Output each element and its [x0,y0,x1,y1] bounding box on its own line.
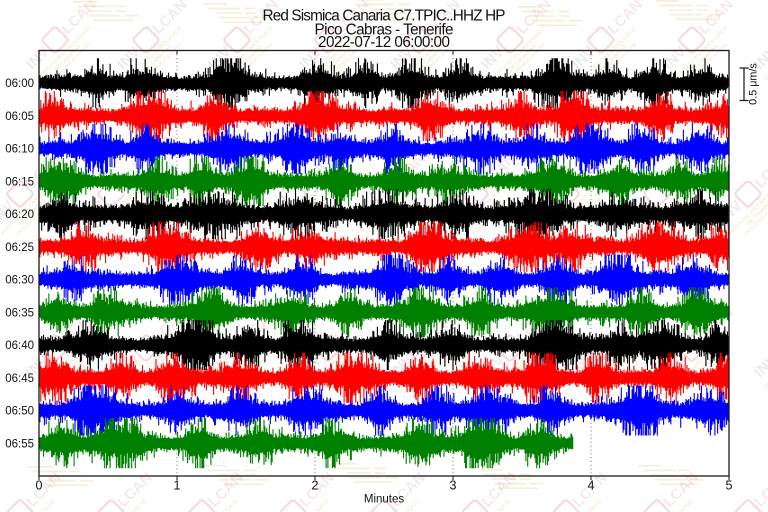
svg-text:06:30: 06:30 [5,275,34,287]
svg-text:06:40: 06:40 [5,340,34,352]
svg-text:3: 3 [450,479,457,493]
svg-text:06:50: 06:50 [5,406,34,418]
svg-text:06:20: 06:20 [5,209,34,221]
svg-text:06:25: 06:25 [5,242,34,254]
svg-text:Pico Cabras - Tenerife: Pico Cabras - Tenerife [315,21,454,38]
svg-text:06:00: 06:00 [5,78,34,90]
svg-text:0.5 μm/s: 0.5 μm/s [748,63,760,105]
svg-text:0: 0 [36,479,43,493]
svg-text:Minutes: Minutes [364,494,405,506]
svg-text:4: 4 [588,479,595,493]
svg-text:Red Sismica Canaria C7.TPIC..H: Red Sismica Canaria C7.TPIC..HHZ HP [263,7,506,24]
svg-text:06:15: 06:15 [5,176,34,188]
svg-text:06:05: 06:05 [5,111,34,123]
svg-text:5: 5 [726,479,733,493]
svg-text:2: 2 [312,479,319,493]
svg-text:1: 1 [174,479,181,493]
svg-text:06:45: 06:45 [5,373,34,385]
svg-text:06:55: 06:55 [5,438,34,450]
svg-text:06:35: 06:35 [5,307,34,319]
svg-text:06:10: 06:10 [5,144,34,156]
svg-text:2022-07-12 06:00:00: 2022-07-12 06:00:00 [318,34,450,51]
